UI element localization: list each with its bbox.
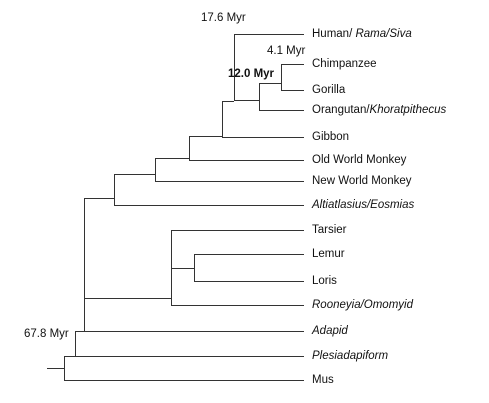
taxon-label-loris: Loris [312,275,337,287]
taxon-label-gibbon: Gibbon [312,131,350,143]
taxon-label-plesiadapiform: Plesiadapiform [312,350,389,362]
taxon-label-human: Human/ Rama/Siva [312,28,412,40]
taxon-label-mus: Mus [312,374,334,386]
taxon-label-chimpanzee: Chimpanzee [312,58,377,70]
taxon-label-tarsier: Tarsier [312,224,347,236]
taxon-label-gorilla: Gorilla [312,84,346,96]
node-label-human-split: 17.6 Myr [201,12,246,24]
taxon-label-new-world-monkey: New World Monkey [312,175,412,187]
taxon-label-lemur: Lemur [312,248,345,260]
taxon-label-adapid: Adapid [312,325,348,337]
node-label-chimp-gorilla: 4.1 Myr [267,45,306,57]
taxon-label-orangutan: Orangutan/Khoratpithecus [312,104,447,116]
taxon-label-altiatlasius: Altiatlasius/Eosmias [312,199,415,211]
node-label-orangutan-split: 12.0 Myr [228,68,275,80]
node-label-root: 67.8 Myr [24,328,69,340]
taxon-label-old-world-monkey: Old World Monkey [312,154,407,166]
taxon-label-rooneyia: Rooneyia/Omomyid [312,299,413,311]
